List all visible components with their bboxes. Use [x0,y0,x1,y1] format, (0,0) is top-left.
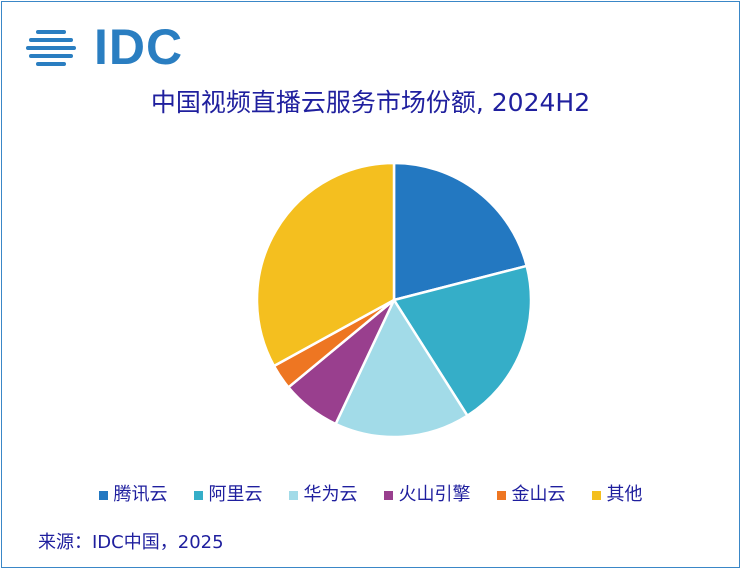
logo-text: IDC [94,19,184,75]
legend-swatch [98,490,108,500]
source-note: 来源：IDC中国，2025 [38,532,224,553]
globe-logo-icon [26,30,76,66]
pie-chart [255,161,533,439]
legend-label: 华为云 [303,484,358,505]
legend-item-5: 其他 [591,482,643,508]
legend-swatch [193,490,203,500]
legend-label: 阿里云 [208,484,263,505]
chart-legend: 腾讯云 阿里云 华为云 火山引擎 金山云 其他 [0,482,741,508]
legend-item-4: 金山云 [496,482,566,508]
legend-label: 金山云 [511,484,566,505]
legend-item-0: 腾讯云 [98,482,168,508]
legend-swatch [496,490,506,500]
pie-slice-5 [255,161,396,368]
legend-item-1: 阿里云 [193,482,263,508]
chart-title: 中国视频直播云服务市场份额, 2024H2 [150,88,591,117]
legend-label: 腾讯云 [113,484,168,505]
legend-swatch [383,490,393,500]
legend-swatch [591,490,601,500]
legend-label: 火山引擎 [398,484,471,505]
legend-swatch [288,490,298,500]
legend-label: 其他 [606,484,643,505]
pie-slice-0 [392,161,528,302]
legend-item-2: 华为云 [288,482,358,508]
pie-slice-2 [334,298,469,439]
pie-slice-1 [392,264,533,417]
legend-item-3: 火山引擎 [383,482,471,508]
idc-logo: IDC [24,20,184,76]
